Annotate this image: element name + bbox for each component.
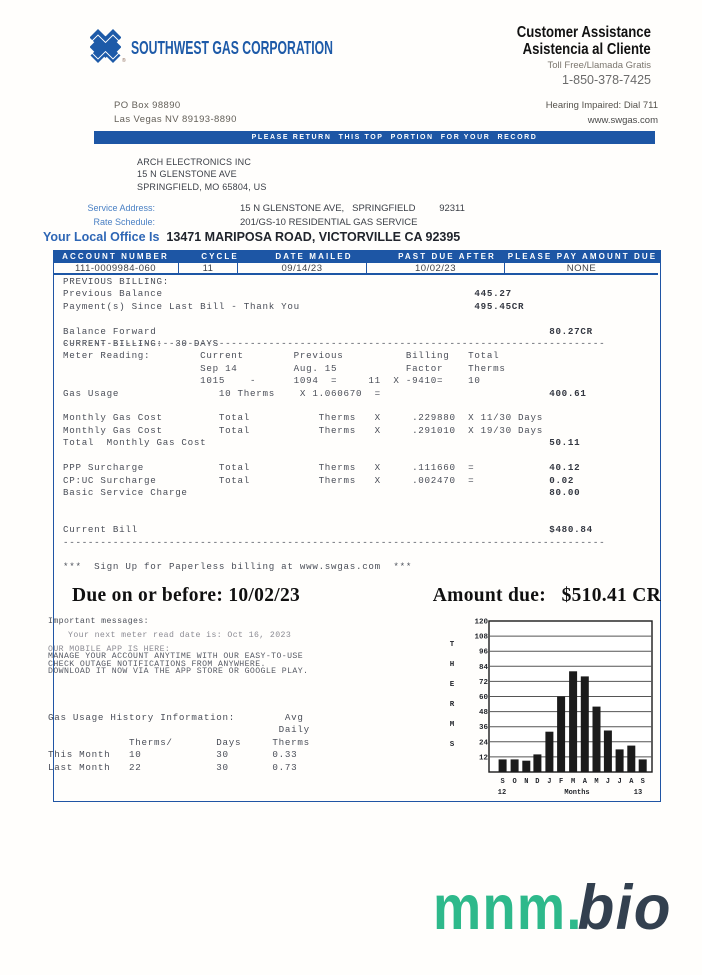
svg-text:T: T — [450, 641, 455, 649]
svg-text:J: J — [606, 778, 610, 786]
svg-text:S: S — [500, 778, 504, 786]
svg-text:D: D — [535, 778, 539, 786]
svg-text:F: F — [559, 778, 563, 786]
svg-text:Months: Months — [564, 789, 589, 797]
svg-text:13: 13 — [634, 789, 642, 797]
svg-text:N: N — [524, 778, 528, 786]
svg-text:A: A — [629, 778, 634, 786]
svg-text:S: S — [641, 778, 645, 786]
svg-text:M: M — [571, 778, 575, 786]
svg-text:J: J — [547, 778, 551, 786]
svg-text:M: M — [594, 778, 598, 786]
svg-text:36: 36 — [479, 724, 489, 732]
svg-text:R: R — [450, 701, 455, 709]
svg-text:48: 48 — [479, 709, 489, 717]
svg-text:24: 24 — [479, 739, 489, 747]
svg-text:J: J — [617, 778, 621, 786]
svg-text:12: 12 — [498, 789, 506, 797]
svg-text:120: 120 — [474, 619, 488, 627]
svg-text:84: 84 — [479, 664, 489, 672]
svg-text:S: S — [450, 741, 455, 749]
svg-text:M: M — [450, 721, 455, 729]
svg-text:H: H — [450, 661, 455, 669]
svg-text:96: 96 — [479, 649, 489, 657]
svg-text:12: 12 — [479, 754, 489, 762]
svg-text:108: 108 — [474, 634, 488, 642]
svg-text:60: 60 — [479, 694, 489, 702]
svg-text:A: A — [583, 778, 588, 786]
svg-text:E: E — [450, 681, 455, 689]
svg-text:O: O — [512, 778, 516, 786]
svg-text:72: 72 — [479, 679, 489, 687]
